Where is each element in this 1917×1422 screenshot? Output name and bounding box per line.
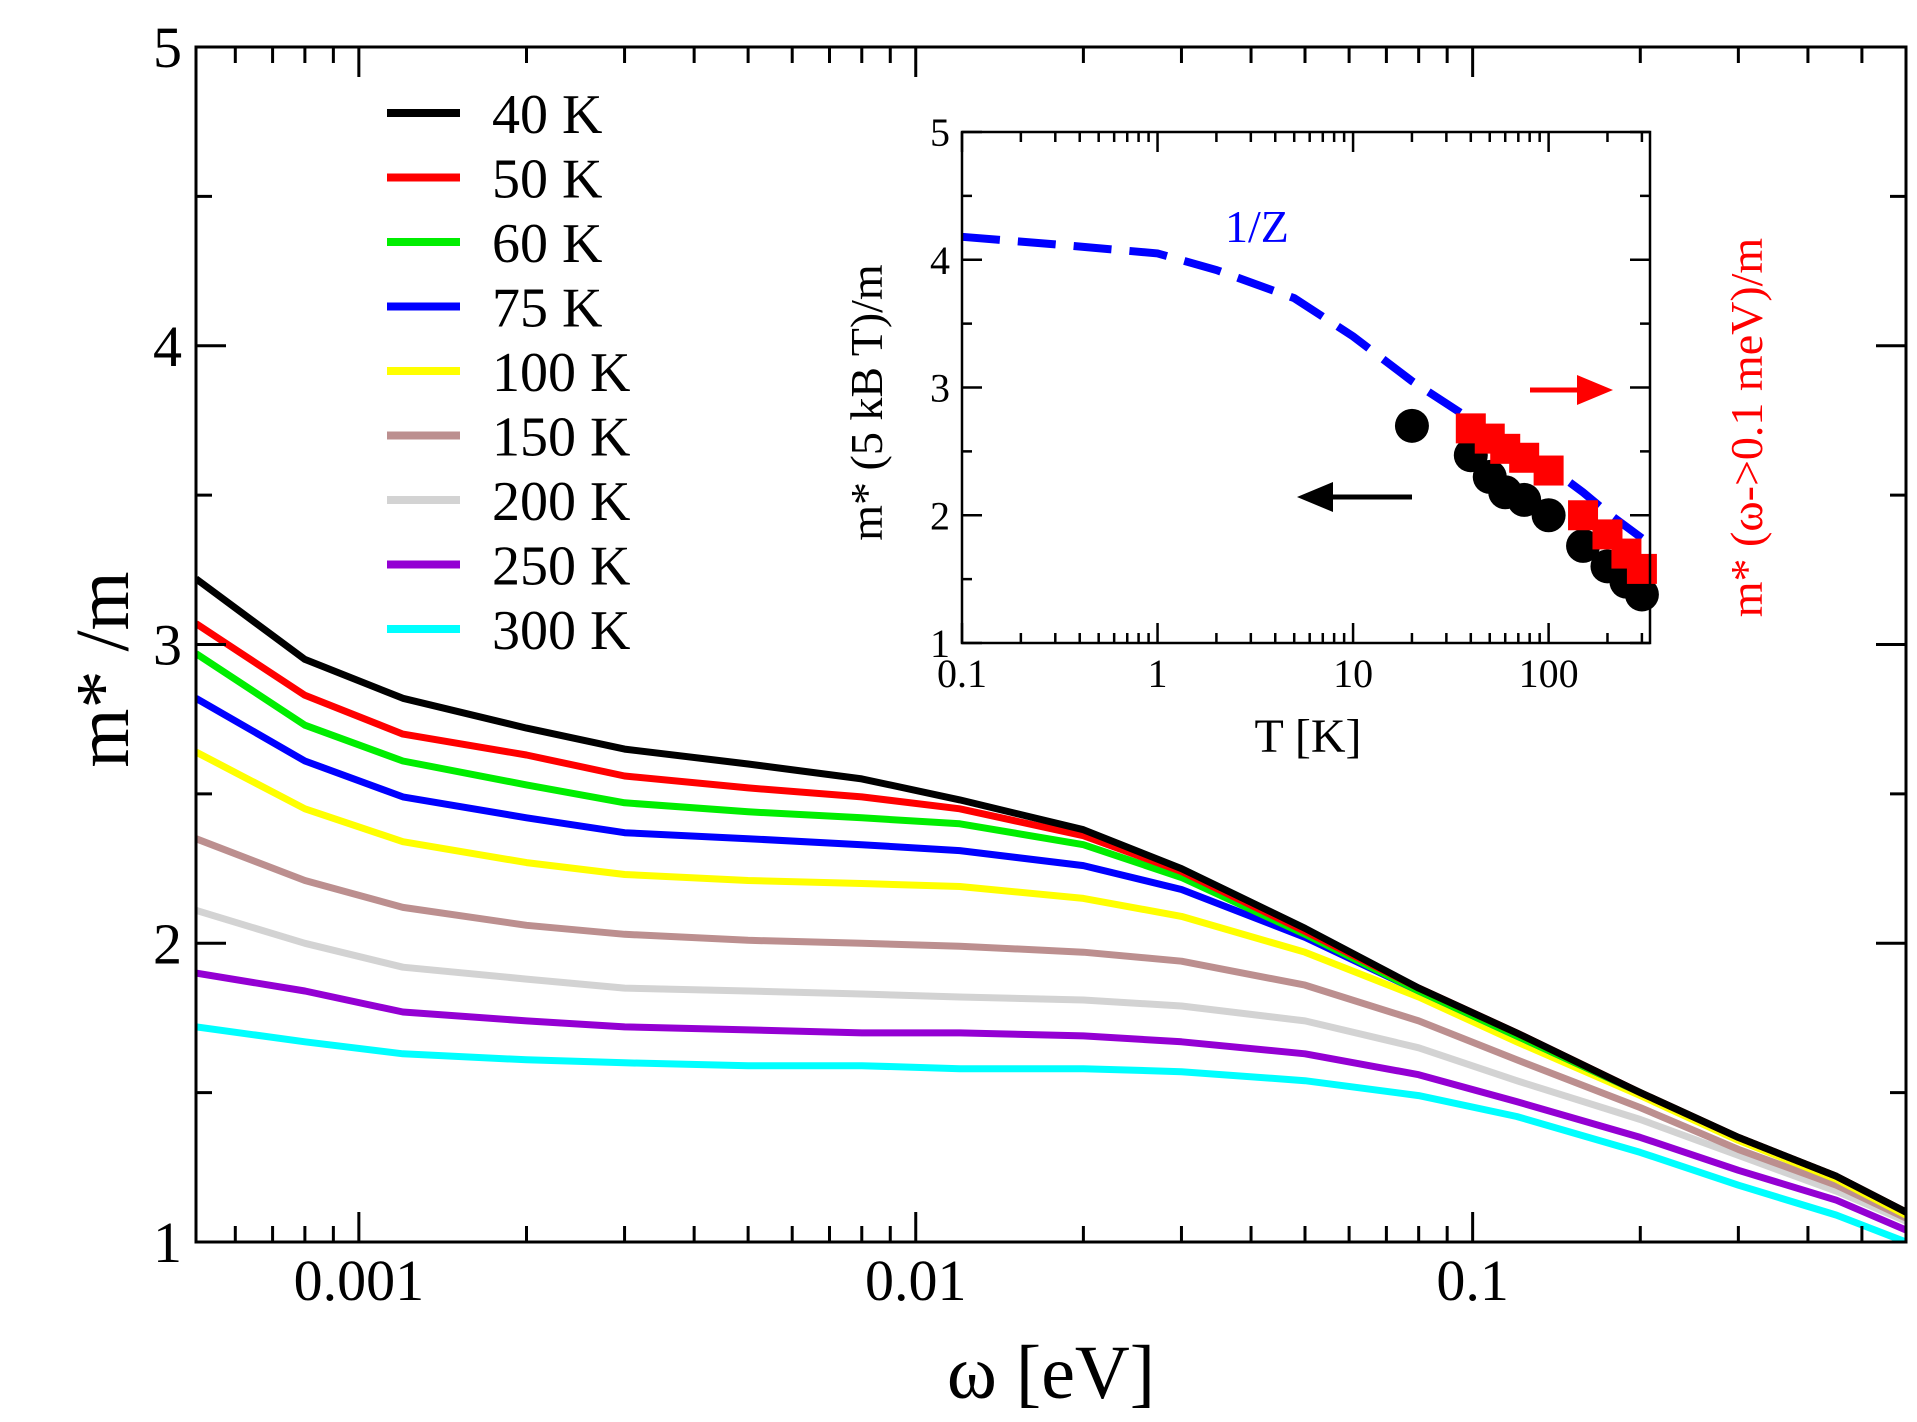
inset-y-tick-label: 1 [930, 621, 950, 666]
inset-right-axis-label: m* (ω->0.1 meV)/m [1721, 238, 1772, 618]
inset-circle-point [1531, 498, 1566, 533]
y-tick-label: 4 [153, 314, 182, 379]
legend-label: 150 K [492, 407, 630, 469]
y-tick-label: 3 [153, 613, 182, 678]
y-tick-label: 1 [153, 1210, 182, 1275]
legend-label: 75 K [492, 278, 602, 340]
inset-circle-point [1507, 482, 1542, 517]
inset-square-point [1533, 455, 1564, 486]
legend-label: 300 K [492, 600, 630, 662]
x-axis-label: ω [eV] [947, 1331, 1155, 1415]
inset-y-tick-label: 4 [930, 238, 950, 283]
series-line [196, 969, 1906, 1234]
y-axis-label: m* /m [61, 571, 145, 767]
inset-x-tick-label: 100 [1519, 651, 1579, 696]
series-line [196, 575, 1906, 1216]
inset-x-tick-label: 10 [1333, 651, 1373, 696]
inset-y-axis-label: m* (5 kB T)/m [841, 264, 892, 541]
right-arrow-head [1577, 375, 1613, 405]
y-tick-label: 5 [153, 15, 182, 80]
series-line [196, 650, 1906, 1216]
inset-dashed-line [961, 232, 1645, 542]
x-tick-label: 0.1 [1436, 1248, 1509, 1313]
series-line [196, 835, 1906, 1222]
legend-label: 50 K [492, 149, 602, 211]
legend-label: 60 K [492, 213, 602, 275]
inset-x-tick-label: 0.1 [937, 651, 987, 696]
inset-circle-point [1394, 408, 1429, 443]
inset-y-tick-label: 5 [930, 110, 950, 155]
main-plot: 1 2 3 4 5 0.001 0.01 0.1 ω [eV] m* /m [61, 15, 1908, 1415]
legend-label: 200 K [492, 471, 630, 533]
inset-line-label: 1/Z [1225, 201, 1289, 252]
inset-frame [960, 130, 1652, 645]
series-lines [196, 575, 1906, 1242]
inset-y-tick-label: 3 [930, 366, 950, 411]
inset-y-tick-label: 2 [930, 493, 950, 538]
legend-label: 100 K [492, 342, 630, 404]
legend-label: 40 K [492, 84, 602, 146]
inset-square-point [1626, 553, 1657, 584]
x-tick-label: 0.01 [865, 1248, 967, 1313]
x-tick-label: 0.001 [294, 1248, 425, 1313]
inset-circle-point [1566, 528, 1601, 563]
inset-x-axis-label: T [K] [1254, 710, 1361, 763]
inset-x-tick-label: 1 [1148, 651, 1168, 696]
series-line [196, 695, 1906, 1216]
left-arrow-head [1297, 482, 1333, 512]
legend-label: 250 K [492, 536, 630, 598]
series-line [196, 1023, 1906, 1242]
series-line [196, 907, 1906, 1225]
y-tick-label: 2 [153, 911, 182, 976]
